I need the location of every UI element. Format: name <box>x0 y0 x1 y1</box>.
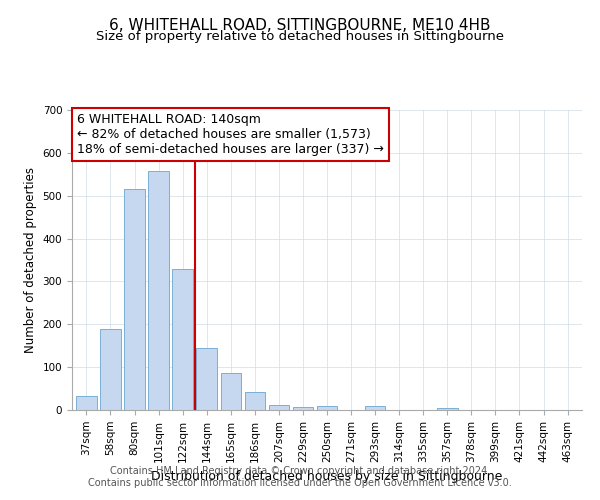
Text: 6, WHITEHALL ROAD, SITTINGBOURNE, ME10 4HB: 6, WHITEHALL ROAD, SITTINGBOURNE, ME10 4… <box>109 18 491 32</box>
X-axis label: Distribution of detached houses by size in Sittingbourne: Distribution of detached houses by size … <box>151 470 503 483</box>
Bar <box>148 172 169 410</box>
Bar <box>293 407 313 410</box>
Bar <box>172 268 193 410</box>
Y-axis label: Number of detached properties: Number of detached properties <box>24 167 37 353</box>
Text: Contains HM Land Registry data © Crown copyright and database right 2024.
Contai: Contains HM Land Registry data © Crown c… <box>88 466 512 487</box>
Bar <box>100 328 121 410</box>
Bar <box>365 406 385 410</box>
Bar <box>269 405 289 410</box>
Bar <box>76 396 97 410</box>
Bar <box>196 348 217 410</box>
Text: 6 WHITEHALL ROAD: 140sqm
← 82% of detached houses are smaller (1,573)
18% of sem: 6 WHITEHALL ROAD: 140sqm ← 82% of detach… <box>77 113 384 156</box>
Bar <box>317 406 337 410</box>
Bar <box>124 190 145 410</box>
Bar <box>221 372 241 410</box>
Bar <box>437 408 458 410</box>
Text: Size of property relative to detached houses in Sittingbourne: Size of property relative to detached ho… <box>96 30 504 43</box>
Bar <box>245 392 265 410</box>
